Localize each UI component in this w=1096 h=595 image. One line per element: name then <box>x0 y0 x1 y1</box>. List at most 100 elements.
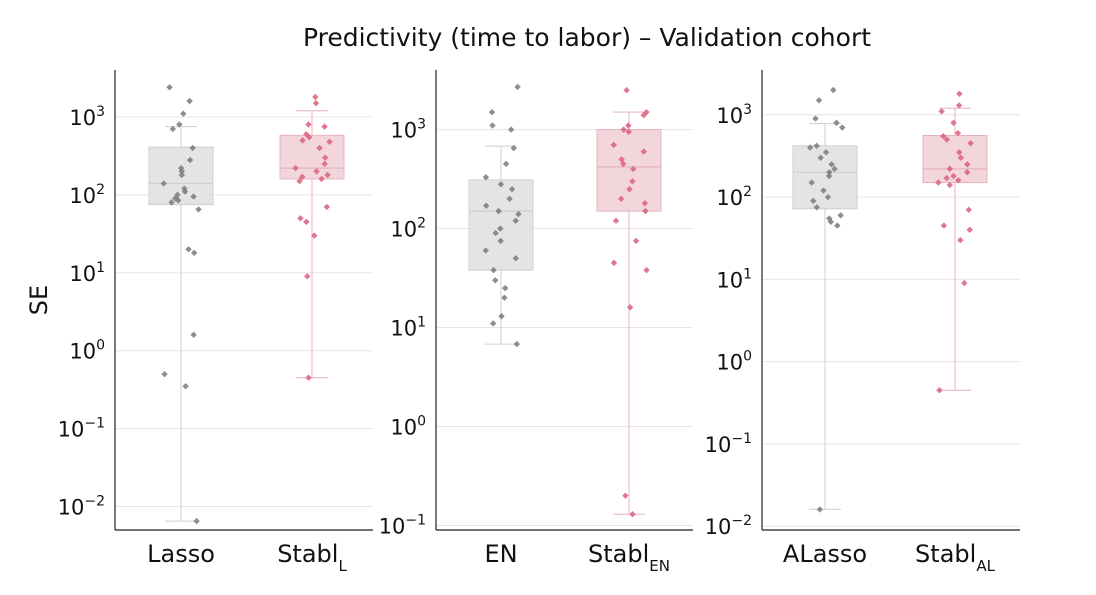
data-point <box>190 249 198 257</box>
data-point <box>482 174 490 181</box>
data-point <box>625 122 632 129</box>
box-iqr <box>596 129 662 212</box>
series-stabl-en <box>596 87 662 518</box>
data-point <box>826 215 833 222</box>
figure-title: Predictivity (time to labor) – Validatio… <box>303 23 871 52</box>
data-point <box>318 175 325 183</box>
series-en <box>468 83 534 348</box>
data-point <box>643 266 650 274</box>
data-point <box>964 169 971 176</box>
y-tick-label: 103 <box>716 102 752 128</box>
data-point <box>306 133 313 141</box>
data-point <box>175 197 182 204</box>
data-point <box>297 215 304 222</box>
data-point <box>189 144 196 152</box>
data-point <box>492 277 499 284</box>
data-point <box>641 200 649 207</box>
data-point <box>957 236 964 244</box>
data-point <box>296 177 303 185</box>
box-iqr <box>468 179 534 271</box>
data-point <box>490 320 497 327</box>
data-point <box>812 115 819 122</box>
data-point <box>955 102 963 109</box>
data-point <box>488 108 496 116</box>
data-point <box>940 222 948 229</box>
series-stabl-l <box>279 93 345 381</box>
data-point <box>825 172 833 180</box>
series-lasso <box>148 84 214 525</box>
y-tick-label: 100 <box>716 349 752 375</box>
data-point <box>955 177 962 184</box>
data-point <box>168 199 175 206</box>
y-tick-label: 102 <box>390 216 426 242</box>
data-point <box>176 121 183 128</box>
data-point <box>501 294 508 301</box>
data-point <box>160 180 167 187</box>
category-label: StablAL <box>915 540 996 575</box>
data-point <box>190 331 197 338</box>
data-point <box>954 129 962 137</box>
data-point <box>622 492 629 499</box>
data-point <box>324 171 331 179</box>
data-point <box>957 154 965 162</box>
y-tick-label: 101 <box>716 266 752 292</box>
data-point <box>938 108 945 115</box>
data-point <box>824 193 832 201</box>
category-label: StablEN <box>588 540 670 575</box>
data-point <box>810 197 817 205</box>
y-tick-label: 102 <box>69 182 105 208</box>
data-point <box>632 237 640 245</box>
data-point <box>502 284 509 292</box>
data-point <box>626 304 634 311</box>
y-tick-label: 10−2 <box>705 513 752 539</box>
category-label: ALasso <box>783 540 867 568</box>
data-point <box>515 210 522 218</box>
data-point <box>311 232 318 239</box>
data-point <box>620 126 627 133</box>
data-point <box>946 181 953 189</box>
data-point <box>316 144 323 152</box>
data-point <box>498 313 505 320</box>
data-point <box>497 181 505 188</box>
data-point <box>626 185 633 193</box>
data-point <box>813 204 820 211</box>
data-point <box>321 154 329 161</box>
data-point <box>508 185 516 193</box>
data-point <box>166 84 173 91</box>
y-tick-label: 101 <box>390 315 426 341</box>
data-point <box>966 226 973 234</box>
data-point <box>618 156 625 163</box>
data-point <box>820 187 827 194</box>
data-point <box>482 247 489 254</box>
data-point <box>186 156 194 164</box>
data-point <box>612 217 620 224</box>
data-point <box>834 222 841 229</box>
data-point <box>321 123 328 130</box>
data-point <box>303 218 310 226</box>
data-point <box>492 229 499 237</box>
data-point <box>813 142 820 149</box>
data-point <box>181 188 189 195</box>
series-stabl-al <box>922 90 988 394</box>
data-point <box>935 179 942 186</box>
data-point <box>830 86 837 94</box>
data-point <box>299 137 306 144</box>
data-point <box>610 141 617 149</box>
data-point <box>816 506 824 513</box>
panel-1: 10−2 10−1 100 101 102 103 Lasso StablL <box>58 70 373 575</box>
data-point <box>630 165 637 173</box>
data-point <box>312 93 319 101</box>
data-point <box>512 255 519 262</box>
panel-3: 10−2 10−1 100 101 102 103 ALasso StablAL <box>705 70 1020 575</box>
data-point <box>186 97 193 105</box>
y-tick-label: 100 <box>390 414 426 440</box>
data-point <box>623 87 630 94</box>
data-point <box>625 128 632 135</box>
data-point <box>961 279 968 287</box>
series-alasso <box>792 86 858 513</box>
data-point <box>514 83 521 91</box>
data-point <box>950 119 957 126</box>
